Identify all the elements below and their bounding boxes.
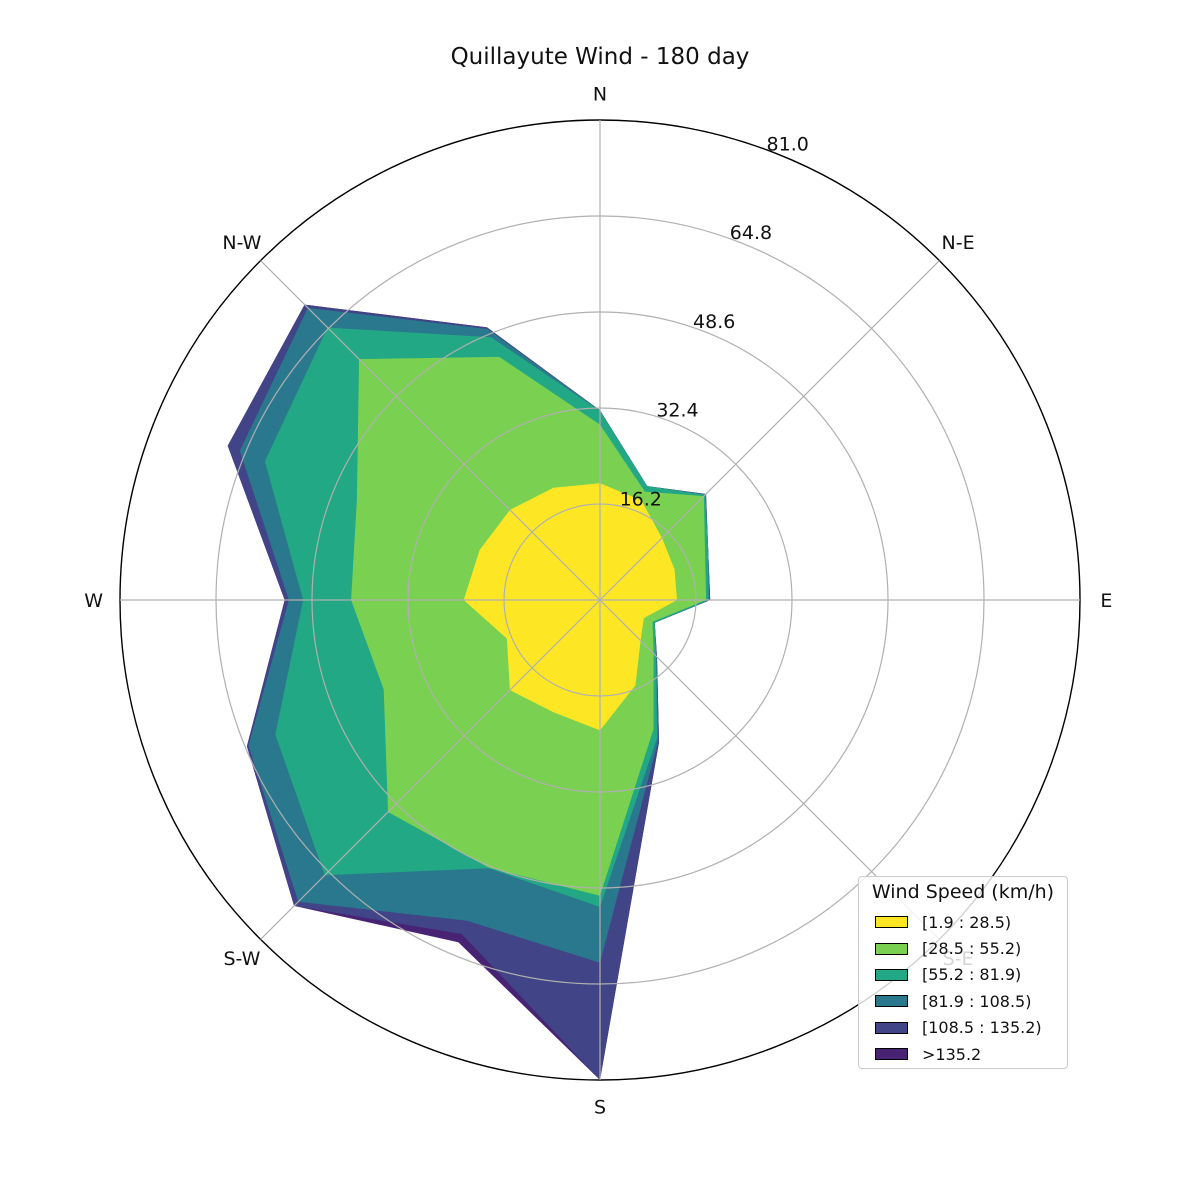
direction-label: S [594,1096,606,1118]
legend-label: >135.2 [922,1044,982,1064]
legend-item: [108.5 : 135.2) [859,1015,1067,1041]
radial-tick-label: 32.4 [656,400,698,422]
radial-tick-label: 16.2 [620,488,662,510]
legend: Wind Speed (km/h) [1.9 : 28.5) [28.5 : 55… [858,876,1068,1069]
radial-tick-label: 64.8 [730,222,772,244]
legend-swatch [875,942,908,955]
direction-label: N [593,84,607,106]
legend-item: [81.9 : 108.5) [859,988,1067,1014]
legend-label: [28.5 : 55.2) [922,939,1022,959]
direction-label: W [84,590,103,612]
legend-item: [28.5 : 55.2) [859,935,1067,961]
series-area-1 [463,483,677,731]
grid-spoke [260,599,601,940]
radial-tick-label: 81.0 [767,134,809,156]
legend-swatch [875,968,908,981]
legend-label: [1.9 : 28.5) [922,912,1012,932]
grid-spoke [599,260,940,601]
grid-spoke [260,260,601,601]
legend-swatch [875,995,908,1008]
chart-title: Quillayute Wind - 180 day [450,44,750,70]
legend-label: [81.9 : 108.5) [922,991,1032,1011]
direction-label: E [1100,590,1112,612]
legend-swatch [875,1021,908,1034]
legend-label: [108.5 : 135.2) [922,1018,1042,1038]
legend-swatch [875,916,908,929]
direction-label: N-W [222,232,261,254]
legend-item: [55.2 : 81.9) [859,962,1067,988]
legend-item: >135.2 [859,1041,1067,1067]
legend-item: [1.9 : 28.5) [859,909,1067,935]
legend-title: Wind Speed (km/h) [871,881,1055,903]
legend-swatch [875,1048,908,1061]
legend-label: [55.2 : 81.9) [922,965,1022,985]
direction-label: S-W [223,948,260,970]
direction-label: N-E [942,232,975,254]
radial-tick-label: 48.6 [693,311,735,333]
